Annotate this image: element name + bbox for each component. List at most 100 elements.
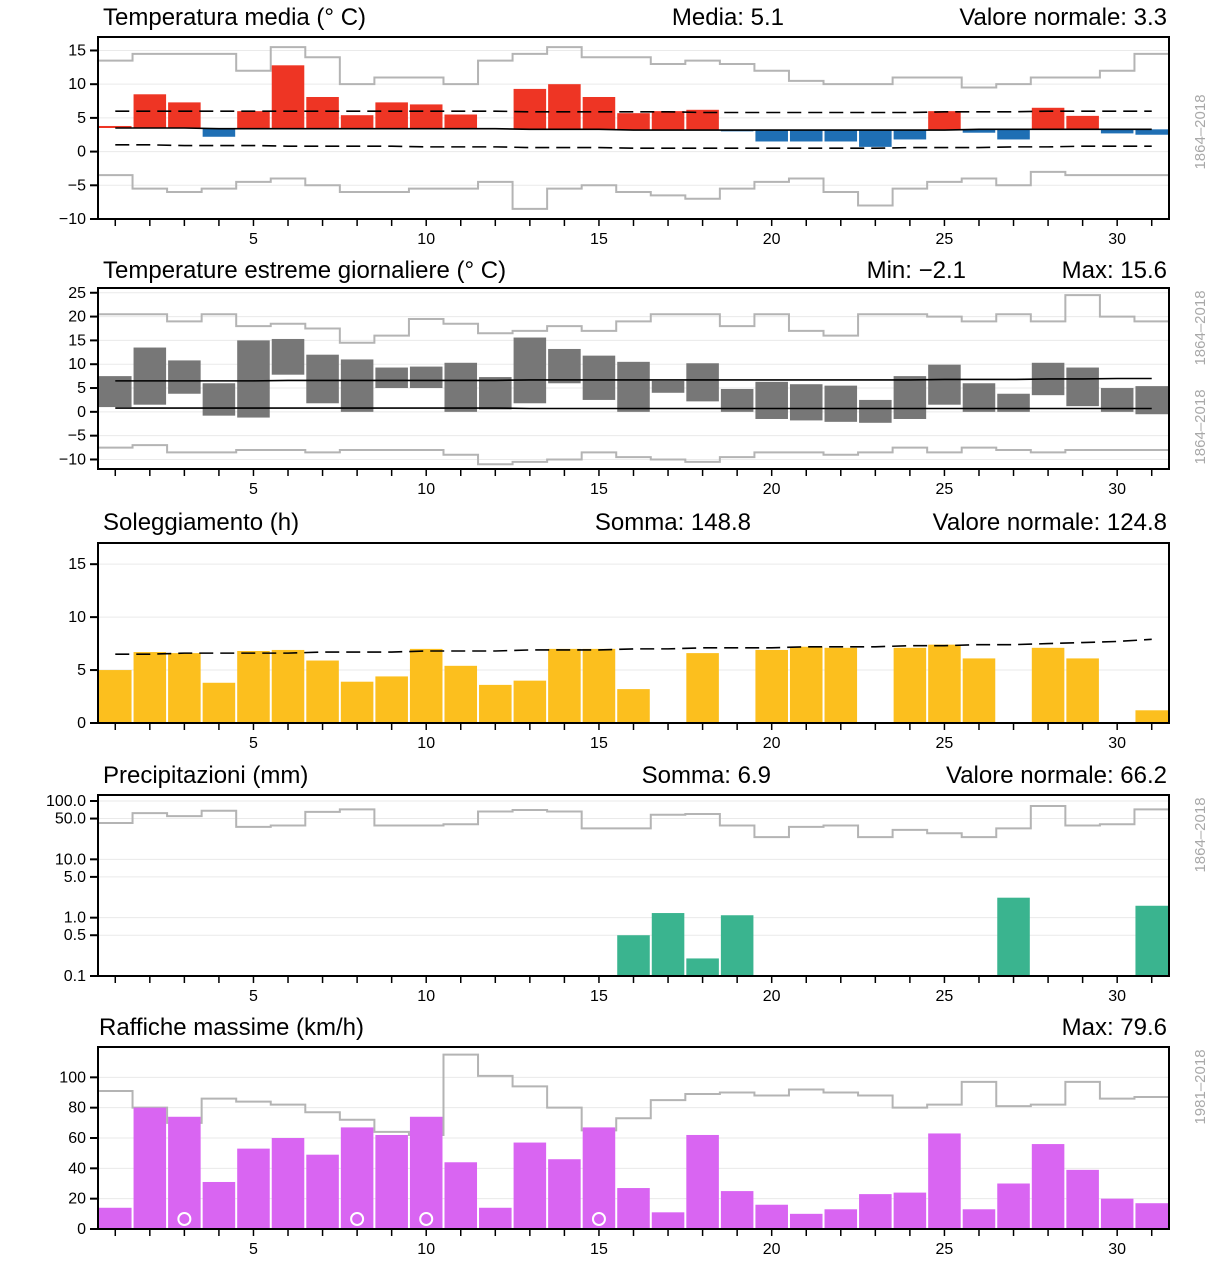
temp-y-tick-label: 0 (77, 144, 86, 161)
gust-title: Raffiche massime (km/h) (99, 1014, 364, 1041)
gust-bar (306, 1154, 339, 1229)
extremes-bar (1135, 386, 1168, 415)
gust-circle-marker (419, 1212, 434, 1226)
sun-bar (340, 681, 374, 723)
sun-bar (1066, 658, 1099, 723)
temp-bar (409, 104, 443, 129)
precip-x-tick-label: 15 (590, 988, 608, 1005)
panel-temperature: Temperatura media (° C) Media: 5.1 Valor… (59, 4, 1209, 248)
sun-bar (133, 652, 167, 723)
sun-bar (582, 648, 616, 723)
precip-x-tick-label: 25 (936, 988, 954, 1005)
temp-bar (1135, 129, 1168, 135)
gust-x-tick-label: 5 (249, 1241, 258, 1258)
extremes-bar (444, 362, 478, 412)
gust-bars (99, 1107, 1168, 1229)
sun-bar (548, 648, 581, 723)
gust-bar (893, 1192, 927, 1229)
sun-x-tick-label: 20 (763, 735, 781, 752)
gust-bar (1135, 1203, 1168, 1229)
gust-bar (789, 1213, 823, 1229)
sun-bar (271, 649, 305, 723)
gust-y-tick-label: 20 (68, 1191, 86, 1208)
extremes-bar (548, 348, 581, 384)
precip-bars (617, 897, 1168, 976)
extremes-x-tick-label: 5 (249, 481, 258, 498)
precip-bar (686, 958, 719, 976)
temp-bar (859, 130, 892, 147)
gust-bar (444, 1162, 478, 1229)
extremes-bar (513, 337, 547, 404)
precip-bar (651, 913, 685, 976)
sun-x-tick-label: 15 (590, 735, 608, 752)
temp-bar (444, 114, 478, 129)
temp-bar (99, 125, 132, 128)
gust-y-tick-label: 60 (68, 1130, 86, 1147)
sun-bar (409, 648, 443, 723)
extremes-bar (720, 388, 754, 412)
extremes-y-tick-label: 20 (68, 309, 86, 326)
precip-sum-stat: Somma: 6.9 (642, 762, 771, 789)
gust-y-ticks: 0 20 40 60 80 100 (59, 1069, 98, 1238)
sun-bar (824, 647, 858, 723)
temp-x-ticks: 5 10 15 20 25 30 (114, 219, 1153, 248)
extremes-y-tick-label: 5 (77, 380, 86, 397)
sun-normal-line (115, 638, 1152, 655)
gust-y-tick-label: 80 (68, 1100, 86, 1117)
gust-bar (168, 1116, 201, 1229)
temp-band-lower-line (115, 144, 1152, 150)
extremes-x-tick-label: 30 (1108, 481, 1126, 498)
gust-circle-marker (177, 1212, 192, 1226)
precip-x-ticks: 5 10 15 20 25 30 (114, 976, 1153, 1005)
gust-x-tick-label: 25 (936, 1241, 954, 1258)
extremes-max-stat: Max: 15.6 (1062, 257, 1167, 284)
temp-bar (686, 109, 719, 131)
extremes-y-tick-label: 15 (68, 332, 86, 349)
panel-extremes: Temperature estreme giornaliere (° C) Mi… (59, 257, 1209, 498)
precip-y-tick-label: 0.5 (64, 927, 86, 944)
temp-x-tick-label: 20 (763, 231, 781, 248)
gust-x-tick-label: 10 (417, 1241, 435, 1258)
precip-bar (997, 897, 1030, 976)
gust-circle-marker (591, 1212, 606, 1226)
gust-bar (824, 1209, 858, 1229)
temp-mean-stat: Media: 5.1 (672, 4, 784, 31)
gust-bar (859, 1194, 892, 1229)
extremes-bar (824, 385, 858, 422)
temp-band-upper-line (115, 110, 1152, 114)
temp-record-max-line (98, 46, 1169, 89)
temp-bar (1031, 107, 1065, 130)
temp-bar (962, 129, 996, 133)
sun-bar (893, 647, 927, 723)
extremes-bar (375, 367, 408, 389)
precip-x-tick-label: 30 (1108, 988, 1126, 1005)
temp-normal-line (115, 127, 1152, 131)
extremes-bar (651, 380, 685, 393)
extremes-bar (306, 354, 339, 404)
sun-bar (1031, 647, 1065, 723)
gust-bar (202, 1181, 236, 1229)
extremes-bar (202, 383, 236, 416)
extremes-x-tick-label: 25 (936, 481, 954, 498)
extremes-normal-max-line (115, 377, 1152, 382)
temp-x-tick-label: 30 (1108, 231, 1126, 248)
extremes-bar (789, 384, 823, 421)
extremes-bar (168, 360, 201, 394)
sun-bar (962, 658, 996, 723)
sun-y-ticks: 0 5 10 15 (68, 556, 98, 732)
extremes-y-ticks: −10 −5 0 5 10 15 20 25 (59, 285, 98, 468)
extremes-bars (99, 337, 1168, 423)
gust-bar (755, 1204, 788, 1229)
panel-sunshine: Soleggiamento (h) Somma: 148.8 Valore no… (68, 509, 1170, 752)
gust-circle-marker (350, 1212, 365, 1226)
sun-bar (444, 665, 478, 723)
temp-bar (340, 115, 374, 129)
extremes-x-tick-label: 20 (763, 481, 781, 498)
extremes-bar (409, 366, 443, 389)
temp-bar (789, 130, 823, 142)
gust-x-tick-label: 30 (1108, 1241, 1126, 1258)
temp-x-tick-label: 15 (590, 231, 608, 248)
extremes-x-tick-label: 10 (417, 481, 435, 498)
precip-bar (720, 915, 754, 976)
